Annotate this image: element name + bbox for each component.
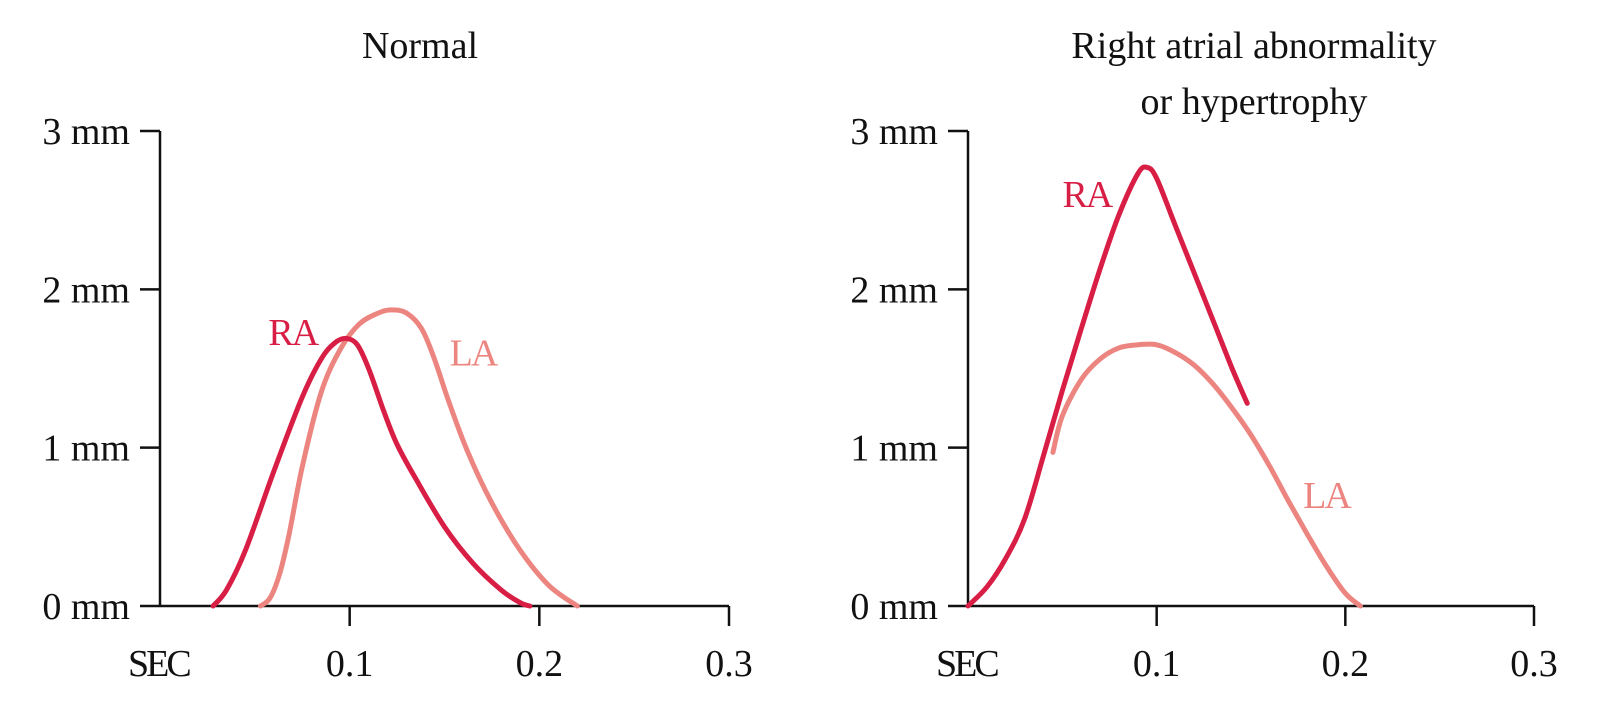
x-tick-label: 0.3	[705, 643, 753, 685]
y-tick-label: 0 mm	[850, 586, 938, 628]
series-label-ra: RA	[1062, 174, 1113, 216]
y-tick-label: 0 mm	[42, 586, 130, 628]
chart-title: Normal	[362, 25, 478, 67]
y-tick-label: 1 mm	[42, 428, 130, 470]
y-tick-label: 3 mm	[850, 111, 938, 153]
x-tick-label: 0.3	[1510, 643, 1558, 685]
x-tick-label: SEC	[128, 643, 190, 685]
x-tick-label: 0.2	[516, 643, 564, 685]
y-tick-label: 3 mm	[42, 111, 130, 153]
x-tick-label: SEC	[936, 643, 998, 685]
series-line-ra	[965, 164, 1250, 609]
x-tick-label: 0.2	[1322, 643, 1370, 685]
x-tick-label: 0.1	[1133, 643, 1181, 685]
chart-panel-1: Normal 0 mm 1 mm 2 mm 3 mm SEC 0.1 0.2 0.3 RA LA	[42, 25, 752, 685]
chart-title-line-1: Right atrial abnormality	[1071, 25, 1436, 67]
x-tick-label: 0.1	[326, 643, 374, 685]
series-line-la	[1050, 341, 1363, 609]
y-tick-label: 2 mm	[42, 269, 130, 311]
y-tick-label: 1 mm	[850, 428, 938, 470]
series-label-la: LA	[1303, 475, 1352, 517]
chart-title-line-2: or hypertrophy	[1141, 81, 1368, 123]
series-label-ra: RA	[268, 312, 319, 354]
series-label-la: LA	[450, 332, 499, 374]
chart-panel-2: Right atrial abnormality or hypertrophy 0 …	[850, 25, 1557, 685]
series-line-ra	[210, 335, 533, 609]
series-line-la	[258, 307, 580, 609]
y-tick-label: 2 mm	[850, 269, 938, 311]
